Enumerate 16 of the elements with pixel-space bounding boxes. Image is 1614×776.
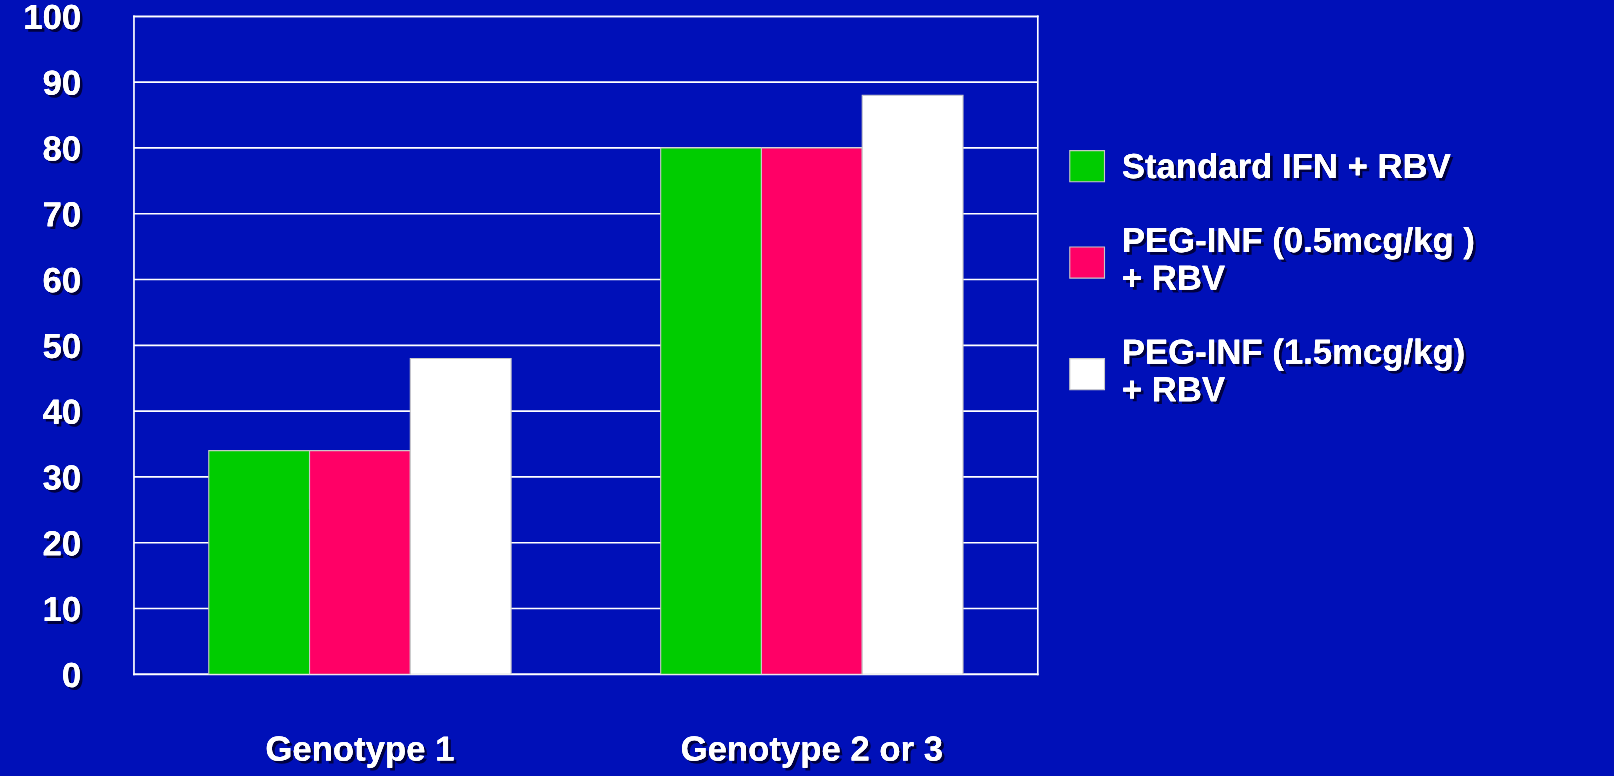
y-tick-label: 70 bbox=[44, 202, 83, 230]
y-tick-label: 0 bbox=[63, 662, 83, 691]
legend-label: PEG-INF (1.5mcg/kg) + RBV bbox=[1123, 338, 1467, 404]
x-tick-label: Genotype 1 bbox=[266, 736, 457, 771]
y-tick-label: 90 bbox=[43, 70, 83, 98]
y-tick-label: 40 bbox=[43, 399, 83, 427]
y-tick-label: 10 bbox=[44, 596, 83, 625]
x-tick-label: Genotype 2 or 3 bbox=[682, 736, 945, 771]
legend-label: Standard IFN + RBV bbox=[1122, 152, 1454, 182]
y-tick-label: 50 bbox=[43, 333, 83, 362]
legend-label: PEG-INF (0.5mcg/kg ) + RBV bbox=[1123, 226, 1476, 293]
y-tick-label: 60 bbox=[43, 267, 83, 296]
y-tick-label: 100 bbox=[25, 4, 83, 32]
y-tick-label: 80 bbox=[43, 136, 83, 164]
y-tick-label: 30 bbox=[43, 465, 83, 493]
y-tick-label: 20 bbox=[43, 531, 83, 559]
